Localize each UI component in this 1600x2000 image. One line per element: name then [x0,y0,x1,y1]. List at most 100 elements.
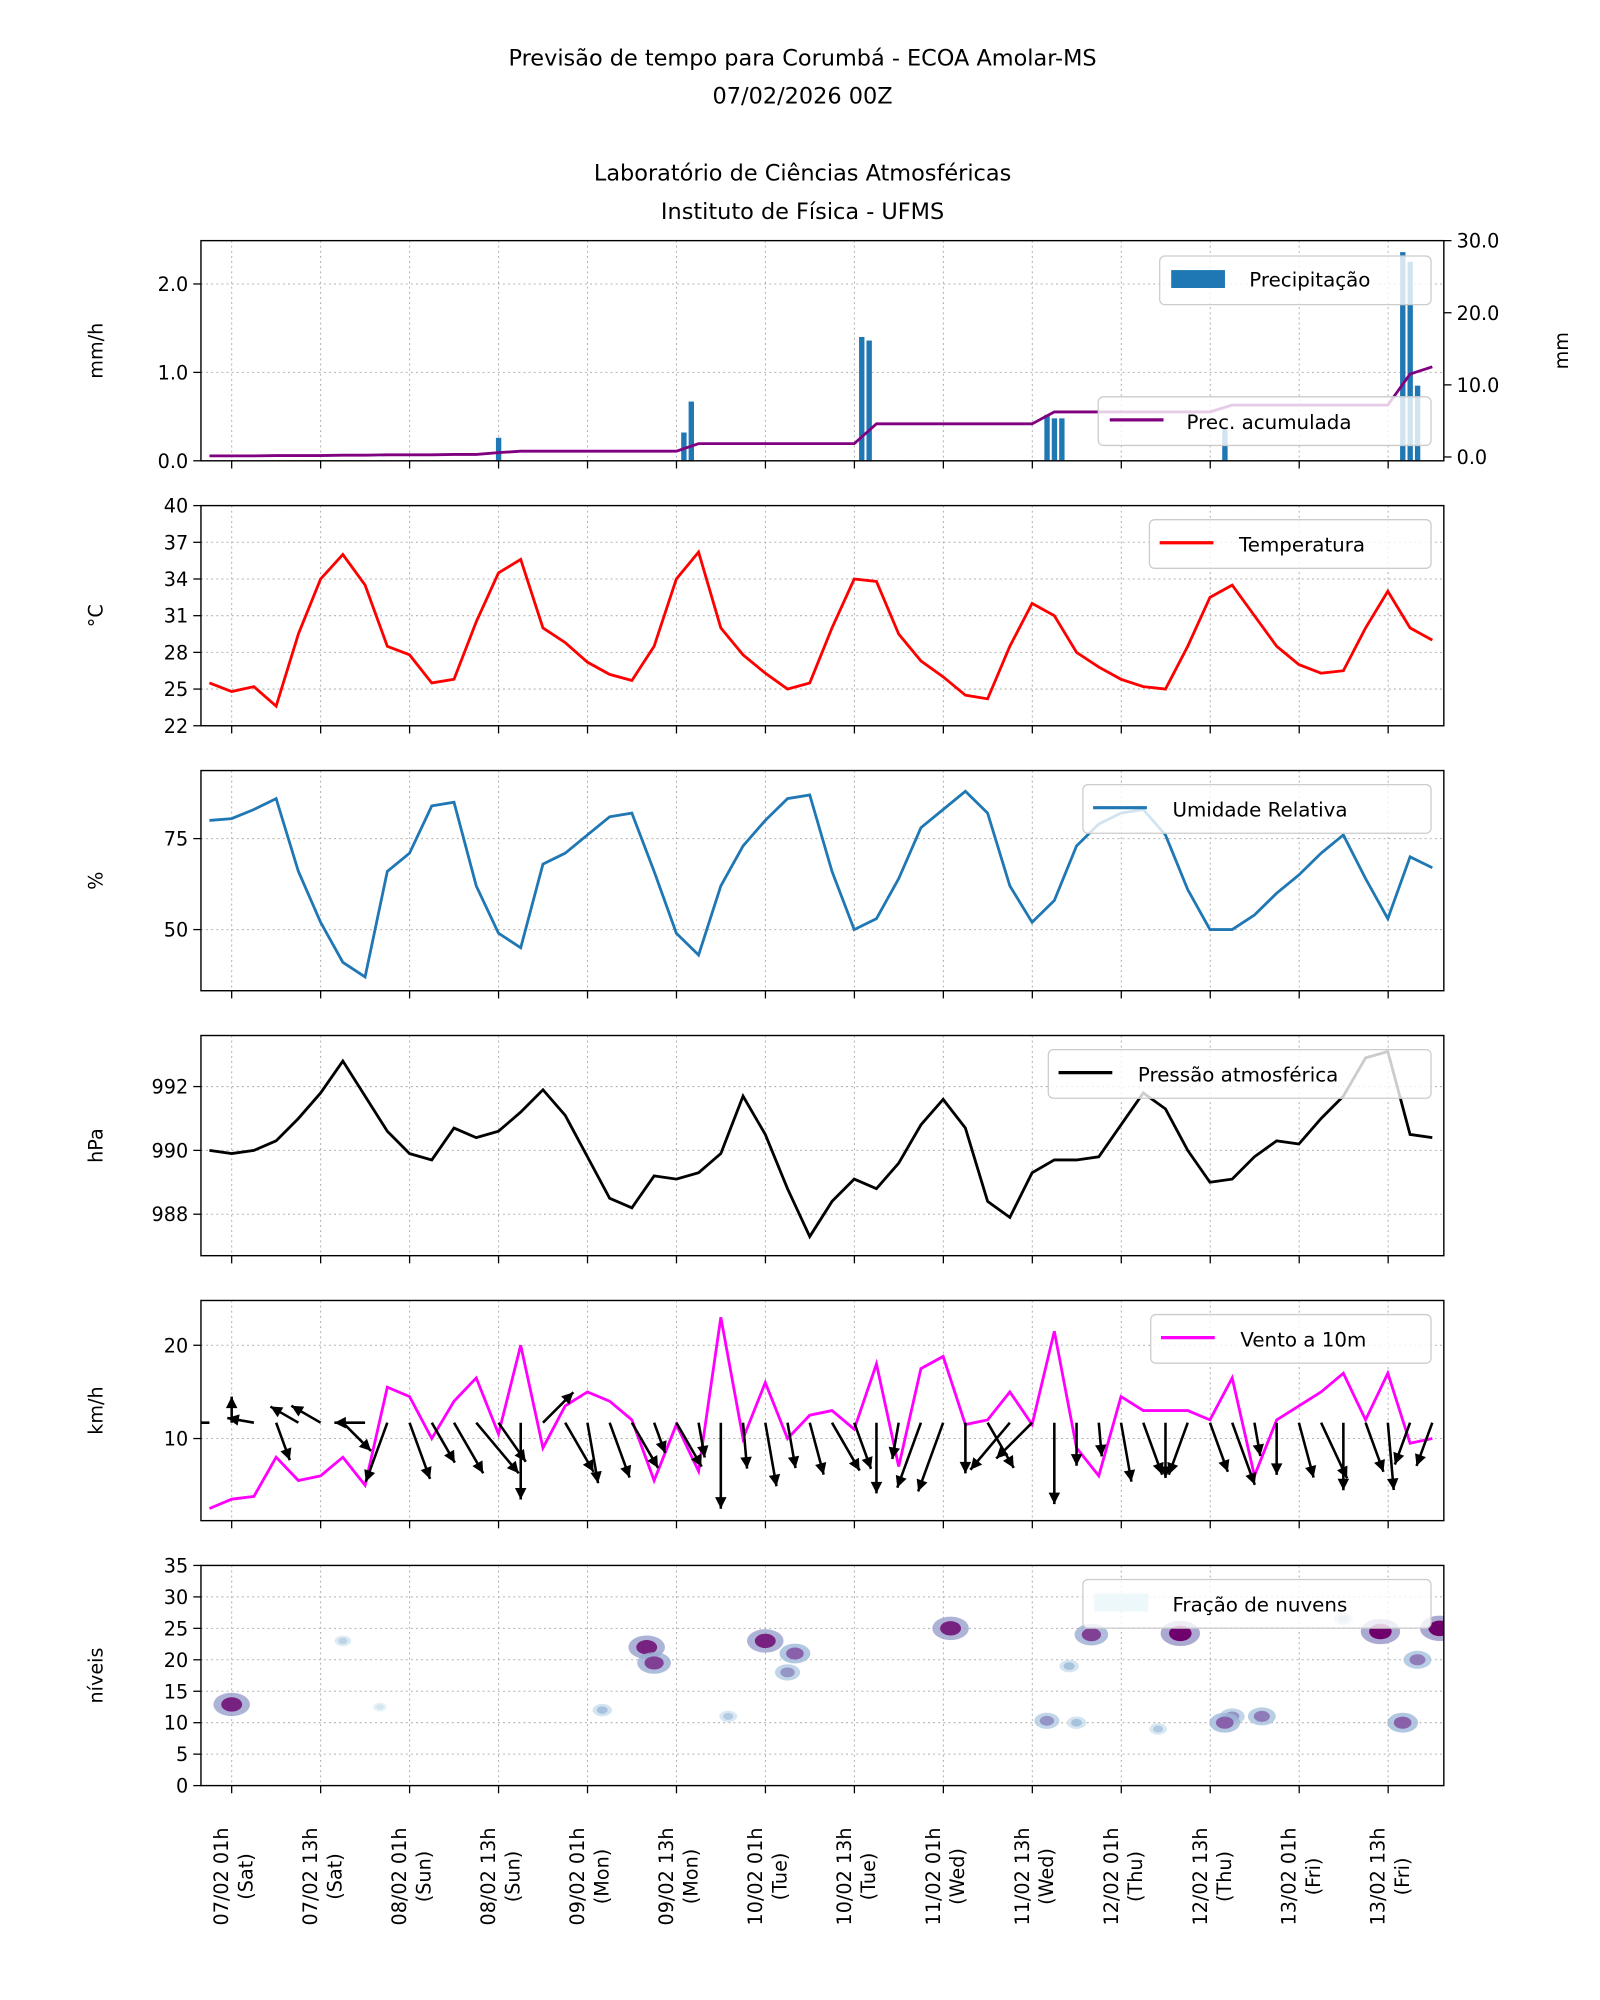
series-line [208,549,1433,709]
precip-bar [1407,261,1413,461]
wind-arrow [740,1422,752,1469]
wind-arrow-head [364,1469,376,1482]
x-tick-day: (Fri) [1391,1858,1414,1896]
x-tick-label: 11/02 01h (Wed) [922,1827,969,1925]
wind-arrow [1070,1422,1083,1466]
wind-arrow-head [1305,1464,1317,1478]
wind-arrow [808,1422,827,1475]
wind-arrow [1415,1422,1434,1467]
x-tick-date: 08/02 01h [388,1827,411,1925]
precip-bar [866,340,872,461]
precip-bar [1044,414,1050,461]
precip-bar [688,401,694,461]
legend-precipitation: Precipitação [1159,255,1432,306]
wind-arrow [830,1422,861,1472]
y-tick-label: 75 [164,828,188,851]
cloud-patch [338,1637,348,1645]
wind-arrow-head [715,1497,727,1509]
title-line-4: Instituto de Física - UFMS [661,199,944,225]
wind-arrow-head [959,1461,972,1474]
wind-arrow [274,1422,292,1461]
legend-accumulated-precipitation: Prec. acumulada [1097,396,1432,447]
wind-arrow-head [280,1447,292,1461]
wind-arrow [870,1422,883,1494]
wind-arrow [1252,1422,1264,1457]
wind-arrow-head [420,1466,432,1479]
y-tick-label: 2.0 [158,273,189,296]
title-line-3: Laboratório de Ciências Atmosféricas [594,160,1011,186]
y-tick-label: 20 [164,1649,188,1672]
wind-arrow [1270,1422,1283,1475]
precip-bar [681,432,687,461]
cloud-patch [1152,1725,1164,1733]
wind-arrow [1337,1422,1350,1491]
wind-arrow-head [1123,1469,1136,1482]
axes-frame [200,1564,1445,1787]
wind-arrow [269,1405,300,1424]
axes-frame [200,1034,1445,1257]
axes-frame [200,1299,1445,1522]
wind-arrow-head [444,1449,455,1463]
y-tick-label: 30 [164,1586,188,1609]
wind-arrow-head [655,1440,667,1453]
wind-arrow [916,1422,945,1492]
x-tick-label: 13/02 13h (Fri) [1367,1827,1414,1925]
wind-arrow-head [861,1456,873,1469]
wind-arrow-head [690,1453,702,1467]
wind-arrow-head [895,1474,907,1488]
x-tick-day: (Wed) [1035,1848,1058,1905]
wind-arrow-head [870,1481,883,1494]
wind-arrow-shaft [916,1422,945,1492]
cloud-patch [1409,1654,1426,1666]
precip-bar [1400,252,1406,461]
x-tick-date: 11/02 13h [1011,1827,1034,1925]
y-axis-label: °C [84,604,107,627]
x-tick-label: 10/02 01h (Tue) [744,1827,791,1925]
x-tick-label: 09/02 01h (Mon) [566,1827,613,1925]
x-tick-date: 12/02 01h [1100,1827,1123,1925]
y-tick-label: 15 [164,1680,188,1703]
wind-arrow-head [225,1396,238,1409]
x-tick-date: 12/02 13h [1189,1827,1212,1925]
panel-3: 988 990 992 hPa [84,1034,1445,1264]
wind-arrow [675,1422,703,1468]
series-line [209,1049,1433,1240]
x-tick-day: (Sat) [324,1853,347,1899]
wind-arrow-head [697,1445,709,1458]
x-tick-label: 07/02 13h (Sat) [299,1827,346,1925]
wind-arrow-head [1152,1461,1164,1475]
y-axis-label: km/h [84,1386,107,1434]
wind-arrow [564,1422,595,1473]
wind-arrow-head [227,1414,240,1426]
cloud-patch [1039,1715,1055,1726]
wind-arrow-head [888,1446,900,1459]
cloud-patch [376,1704,384,1710]
wind-arrow-head [647,1455,658,1468]
cloud-patch [1081,1628,1102,1642]
y-tick-label: 22 [164,715,188,738]
legend-humidity: Umidade Relativa [1082,784,1432,834]
right-axis-label: mm [1550,332,1573,369]
axes-frame [200,239,1445,462]
legend-pressure: Pressão atmosférica [1047,1048,1432,1099]
wind-arrow-head [514,1487,527,1500]
x-tick-day: (Thu) [1213,1851,1236,1902]
wind-arrow [1094,1422,1107,1457]
y-tick-label: 990 [152,1139,189,1162]
y-tick-label: 35 [164,1554,188,1577]
cloud-patch [596,1706,608,1714]
wind-arrow [514,1422,527,1500]
legend-label: Temperatura [1238,534,1365,557]
plot-area [209,1049,1433,1240]
wind-arrow-head [1252,1443,1264,1456]
x-tick-label: 07/02 01h (Sat) [210,1827,257,1925]
legend-label: Vento a 10m [1240,1329,1366,1352]
wind-arrow [200,1421,210,1424]
wind-arrow-head [740,1456,752,1469]
wind-arrow [764,1422,781,1487]
wind-arrow [969,1421,1011,1471]
x-tick-day: (Mon) [590,1849,613,1904]
x-tick-label: 08/02 13h (Sun) [477,1827,524,1925]
wind-arrow [1393,1422,1412,1465]
